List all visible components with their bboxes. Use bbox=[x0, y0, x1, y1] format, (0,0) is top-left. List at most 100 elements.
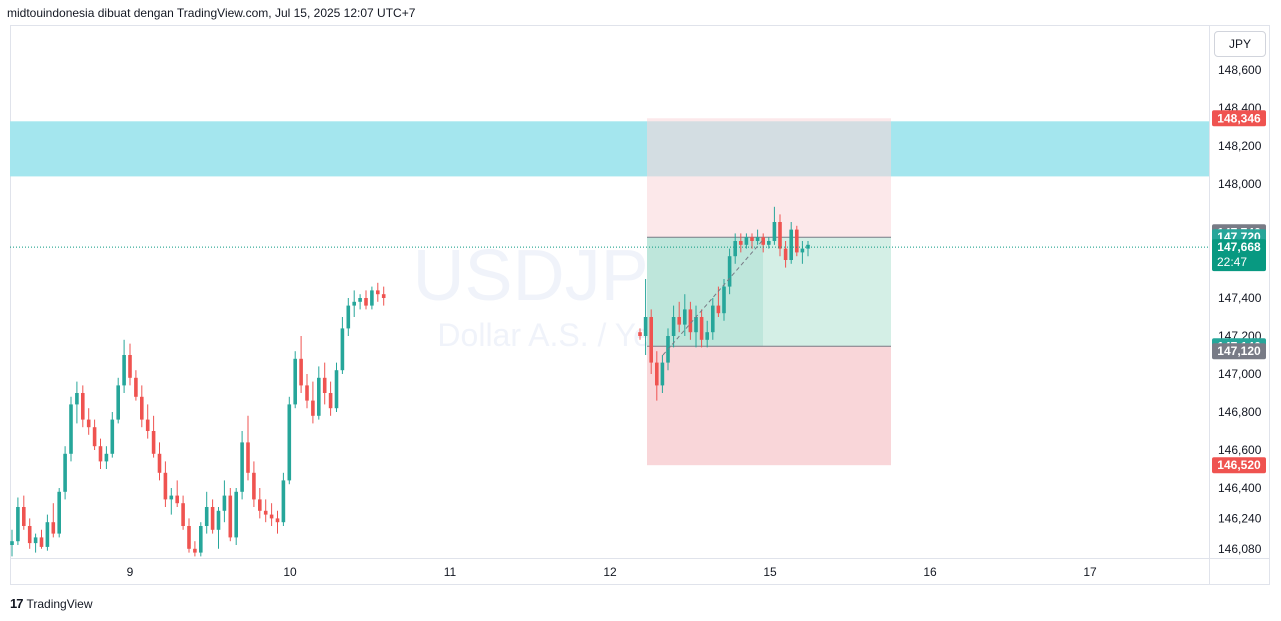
candle-body bbox=[800, 248, 805, 253]
candle bbox=[216, 507, 221, 549]
candle-body bbox=[140, 396, 144, 420]
candle-body bbox=[334, 370, 339, 409]
candle bbox=[677, 301, 681, 333]
candle bbox=[81, 385, 85, 428]
candle-body bbox=[246, 442, 250, 473]
candle bbox=[328, 381, 333, 416]
candle-body bbox=[86, 419, 91, 428]
candle-body bbox=[671, 317, 676, 336]
candle bbox=[381, 286, 386, 306]
candle bbox=[340, 317, 345, 374]
candle-body bbox=[750, 237, 754, 241]
price-badge-label: 146,520 bbox=[1217, 458, 1261, 472]
candle bbox=[187, 518, 191, 553]
time-tick-label: 17 bbox=[1083, 565, 1097, 579]
candle bbox=[86, 408, 91, 435]
price-tick-label: 146,600 bbox=[1218, 443, 1262, 457]
candle bbox=[246, 415, 250, 481]
price-tick-label: 146,240 bbox=[1218, 511, 1262, 525]
candle-body bbox=[705, 332, 709, 340]
candle bbox=[39, 529, 44, 549]
candle bbox=[57, 488, 61, 538]
candle-body bbox=[122, 355, 126, 386]
price-badge-bg bbox=[1212, 239, 1266, 272]
candle-body bbox=[638, 332, 642, 336]
candle bbox=[228, 488, 233, 542]
price-badge: 147,120 bbox=[1212, 343, 1266, 360]
candle-body bbox=[299, 358, 303, 386]
candle-body bbox=[381, 294, 386, 298]
candle bbox=[33, 533, 38, 553]
candle bbox=[767, 237, 771, 249]
candle-body bbox=[116, 385, 120, 420]
candle bbox=[22, 495, 26, 530]
price-badge-bg bbox=[1212, 343, 1266, 360]
candle-body bbox=[683, 309, 687, 325]
candle-body bbox=[234, 491, 238, 538]
candle bbox=[104, 446, 109, 469]
candle-body bbox=[240, 442, 244, 492]
candle bbox=[75, 381, 79, 424]
price-badge-bg bbox=[1212, 457, 1266, 474]
candle-body bbox=[699, 317, 704, 340]
candle bbox=[638, 328, 642, 340]
footer-brand[interactable]: 17 TradingView bbox=[10, 596, 93, 611]
price-badge-label: 147,668 bbox=[1217, 240, 1261, 254]
candle-body bbox=[216, 510, 221, 530]
candle-body bbox=[104, 453, 109, 462]
candle-body bbox=[187, 526, 191, 549]
candle bbox=[727, 248, 732, 295]
candle bbox=[275, 510, 280, 534]
candle-body bbox=[352, 301, 356, 306]
candle-body bbox=[744, 237, 749, 245]
candle-body bbox=[10, 541, 14, 545]
candle bbox=[199, 522, 203, 557]
candle-body bbox=[269, 514, 274, 519]
candle-body bbox=[57, 491, 61, 534]
candle bbox=[643, 279, 648, 355]
candle-body bbox=[275, 518, 280, 523]
candle-body bbox=[228, 495, 233, 538]
candle bbox=[795, 225, 799, 257]
candle-body bbox=[376, 290, 380, 295]
candle bbox=[311, 381, 315, 424]
price-tick-label: 146,800 bbox=[1218, 405, 1262, 419]
candle-body bbox=[63, 453, 67, 492]
candle bbox=[10, 529, 14, 557]
price-tick-label: 147,000 bbox=[1218, 367, 1262, 381]
candle-body bbox=[110, 419, 115, 454]
candle-body bbox=[322, 377, 327, 393]
candle-body bbox=[39, 537, 44, 547]
candle-body bbox=[783, 248, 788, 260]
candle bbox=[128, 343, 132, 386]
candle bbox=[733, 233, 737, 264]
candle-body bbox=[328, 393, 333, 409]
tradingview-logo-icon: 17 bbox=[10, 596, 24, 611]
countdown-label: 22:47 bbox=[1217, 255, 1247, 269]
time-tick-label: 10 bbox=[283, 565, 297, 579]
time-axis-divider bbox=[10, 558, 1269, 559]
candle-body bbox=[258, 499, 262, 511]
currency-button[interactable]: JPY bbox=[1214, 31, 1266, 57]
candle-body bbox=[69, 404, 73, 454]
candle-body bbox=[33, 537, 38, 544]
candle-body bbox=[157, 453, 162, 473]
candle-body bbox=[263, 510, 268, 515]
candle-body bbox=[727, 256, 732, 287]
candle bbox=[376, 282, 380, 302]
candle bbox=[744, 233, 749, 249]
candle-body bbox=[789, 229, 793, 260]
candle bbox=[655, 351, 659, 401]
candle-body bbox=[660, 362, 665, 386]
candle bbox=[364, 290, 368, 310]
price-tick-label: 148,000 bbox=[1218, 177, 1262, 191]
candle bbox=[204, 491, 209, 534]
candle-body bbox=[340, 328, 345, 371]
candle-body bbox=[81, 393, 85, 420]
position-progress-fill bbox=[647, 237, 763, 347]
candle-body bbox=[722, 286, 726, 314]
price-tick-label: 148,600 bbox=[1218, 63, 1262, 77]
price-badge: 148,346 bbox=[1212, 110, 1266, 127]
candle-body bbox=[151, 431, 156, 454]
